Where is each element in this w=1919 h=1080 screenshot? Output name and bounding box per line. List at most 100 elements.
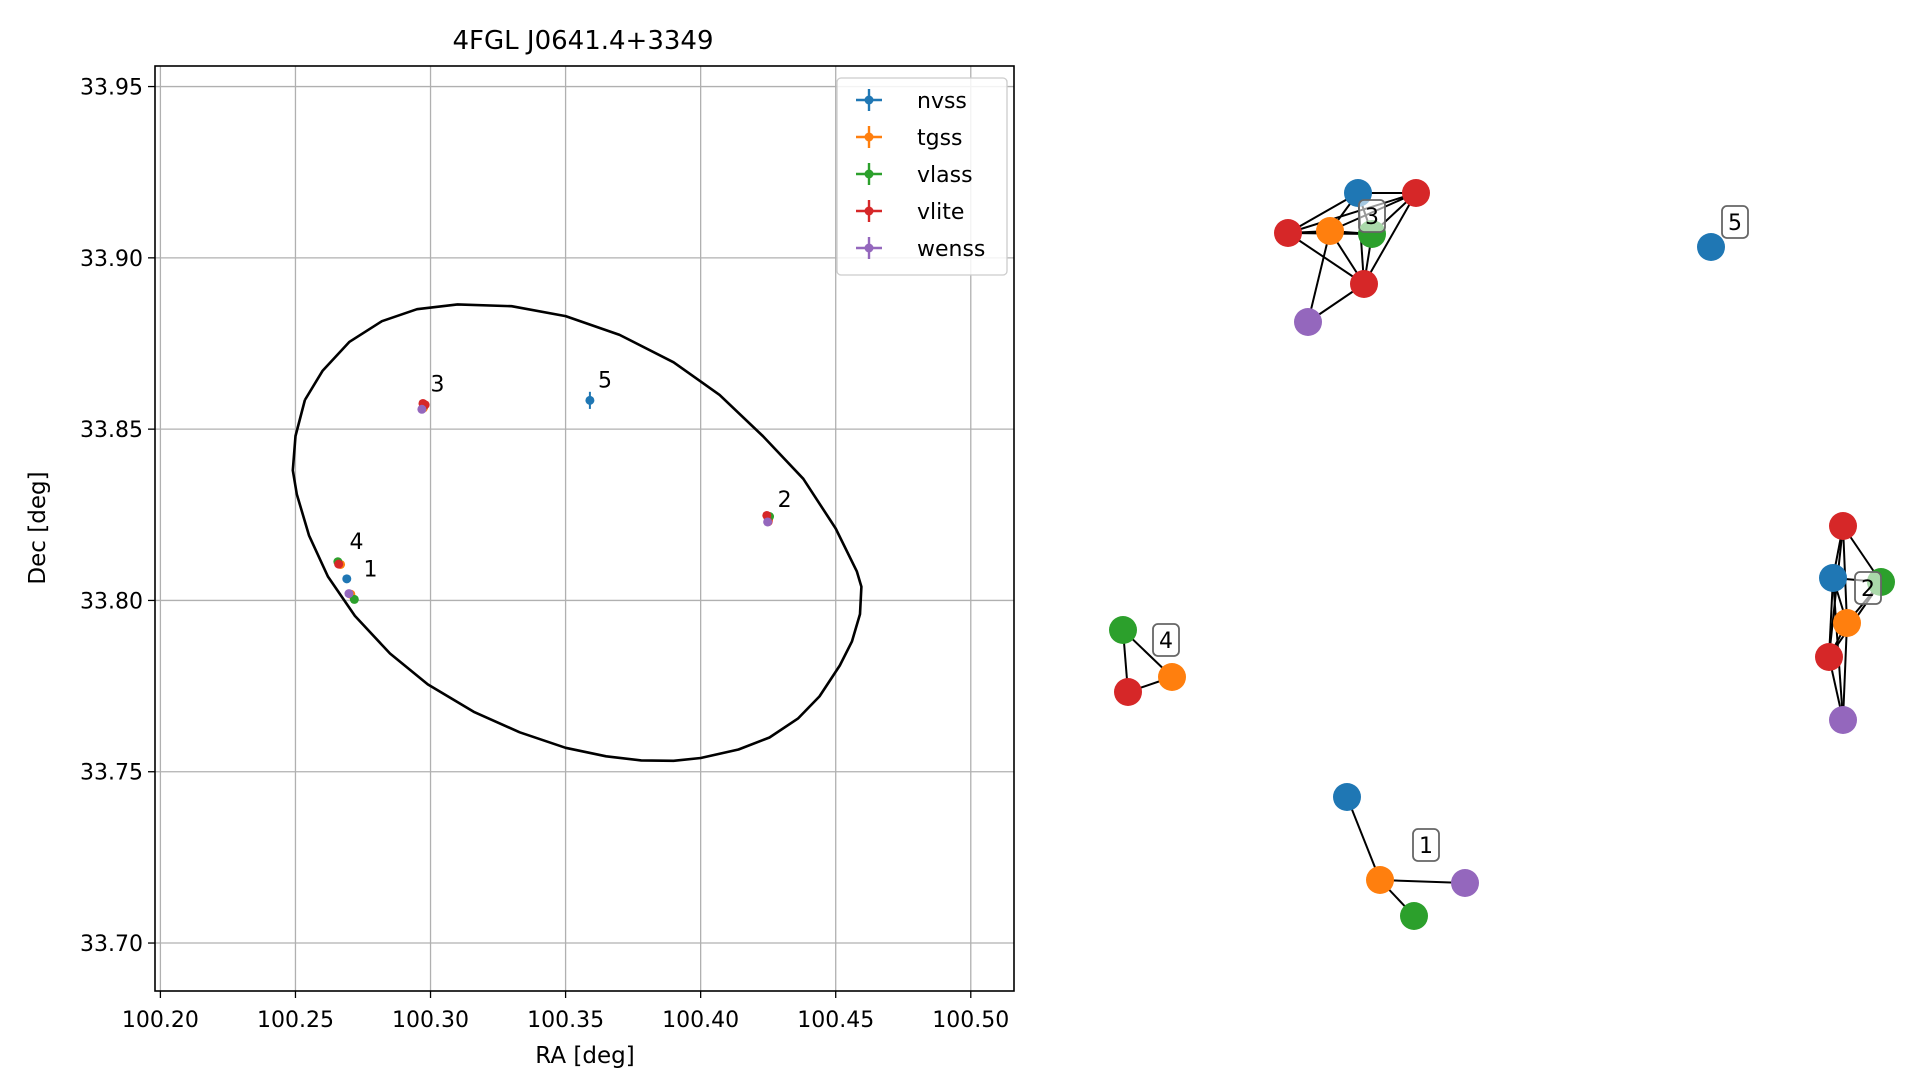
x-tick-label: 100.30	[392, 1008, 469, 1033]
network-group-5: 5	[1697, 205, 1749, 261]
plot-frame	[154, 65, 1015, 992]
marker-wenss	[344, 589, 354, 599]
point-wenss	[763, 517, 773, 527]
point-wenss	[344, 589, 354, 599]
network-label-box	[1152, 623, 1180, 657]
y-tick-label: 33.70	[80, 932, 143, 957]
legend-swatch-dot	[864, 243, 874, 253]
legend-label: vlass	[917, 163, 973, 188]
marker-vlass	[349, 594, 359, 604]
network-edge	[1287, 232, 1365, 285]
marker-wenss	[417, 404, 427, 414]
network-node-vlass	[1109, 616, 1137, 644]
network-edge	[1287, 192, 1417, 234]
network-node-tgss	[1833, 609, 1861, 637]
y-tick-label: 33.95	[80, 76, 143, 101]
y-tick-label: 33.85	[80, 418, 143, 443]
network-node-vlite	[1350, 270, 1378, 298]
error-ellipse	[291, 303, 863, 763]
network-edge	[1307, 230, 1331, 323]
network-node-wenss	[1829, 706, 1857, 734]
point-wenss	[417, 404, 427, 414]
network-edge	[1842, 622, 1848, 721]
network-node-nvss	[1697, 233, 1725, 261]
y-tick-label: 33.90	[80, 247, 143, 272]
legend-label: wenss	[917, 237, 985, 262]
network-label-2: 2	[1854, 571, 1882, 605]
legend-swatch-dot	[864, 169, 874, 179]
marker-vlite	[334, 559, 344, 569]
legend-label: vlite	[917, 200, 964, 225]
legend-swatch-dot	[864, 132, 874, 142]
annotation-layer: 1 2 3 4 5	[349, 368, 791, 582]
network-node-wenss	[1451, 869, 1479, 897]
network-label-box	[1854, 571, 1882, 605]
network-node-vlite	[1274, 219, 1302, 247]
network-group-2: 2	[1815, 512, 1895, 734]
ellipse-layer	[291, 303, 863, 763]
network-label-text: 2	[1861, 577, 1875, 602]
y-tick-label: 33.75	[80, 761, 143, 786]
point-vlass	[349, 594, 359, 604]
marker-nvss	[342, 574, 352, 584]
network-label-5: 5	[1721, 205, 1749, 239]
network-group-1: 1	[1333, 783, 1479, 930]
network-node-vlite	[1114, 678, 1142, 706]
network-label-1: 1	[1412, 828, 1440, 862]
network-label-text: 3	[1365, 205, 1379, 230]
legend-item-nvss: nvss	[856, 89, 967, 114]
network-label-text: 1	[1419, 834, 1433, 859]
network-node-nvss	[1819, 564, 1847, 592]
legend-label: tgss	[917, 126, 963, 151]
point-nvss	[342, 574, 352, 584]
cluster-label-4: 4	[349, 530, 363, 555]
network-node-vlass	[1400, 902, 1428, 930]
network-label-4: 4	[1152, 623, 1180, 657]
x-tick-label: 100.40	[662, 1008, 739, 1033]
network-label-box	[1721, 205, 1749, 239]
legend-item-wenss: wenss	[856, 237, 985, 262]
legend: nvss tgss vlass vlite wenss	[836, 77, 1008, 276]
legend-item-tgss: tgss	[856, 126, 963, 151]
x-tick-label: 100.45	[797, 1008, 874, 1033]
cluster-label-1: 1	[364, 557, 378, 582]
network-node-tgss	[1316, 217, 1344, 245]
legend-item-vlass: vlass	[856, 163, 973, 188]
points-layer	[333, 391, 775, 604]
network-label-box	[1412, 828, 1440, 862]
x-tick-label: 100.20	[122, 1008, 199, 1033]
y-axis-label: Dec [deg]	[25, 471, 51, 584]
legend-box	[836, 77, 1008, 276]
point-vlite	[334, 559, 344, 569]
network-node-tgss	[1366, 866, 1394, 894]
network-node-tgss	[1158, 663, 1186, 691]
grid-layer	[155, 66, 1014, 991]
legend-swatch-dot	[864, 206, 874, 216]
network-group-4: 4	[1109, 616, 1186, 706]
network-label-box	[1358, 199, 1386, 233]
chart-title: 4FGL J0641.4+3349	[453, 26, 714, 56]
network-panel: 3 5 2 4 1	[1109, 179, 1895, 930]
cluster-label-5: 5	[598, 368, 612, 393]
y-tick-label: 33.80	[80, 589, 143, 614]
network-edge	[1346, 796, 1381, 881]
network-label-text: 4	[1159, 629, 1173, 654]
network-label-text: 5	[1728, 211, 1742, 236]
network-edge	[1379, 879, 1466, 884]
network-node-nvss	[1333, 783, 1361, 811]
network-node-wenss	[1294, 308, 1322, 336]
tick-layer: 100.20 100.25 100.30 100.35 100.40 100.45 100.…	[80, 76, 1009, 1033]
marker-nvss	[585, 395, 595, 405]
x-tick-label: 100.25	[257, 1008, 334, 1033]
network-node-vlite	[1815, 643, 1843, 671]
point-vlite	[762, 510, 772, 520]
network-label-3: 3	[1358, 199, 1386, 233]
x-tick-label: 100.50	[932, 1008, 1009, 1033]
x-tick-label: 100.35	[527, 1008, 604, 1033]
x-axis-label: RA [deg]	[535, 1043, 634, 1069]
legend-item-vlite: vlite	[856, 200, 964, 225]
cluster-label-3: 3	[431, 372, 445, 397]
network-node-vlite	[1402, 179, 1430, 207]
point-nvss	[585, 391, 595, 409]
